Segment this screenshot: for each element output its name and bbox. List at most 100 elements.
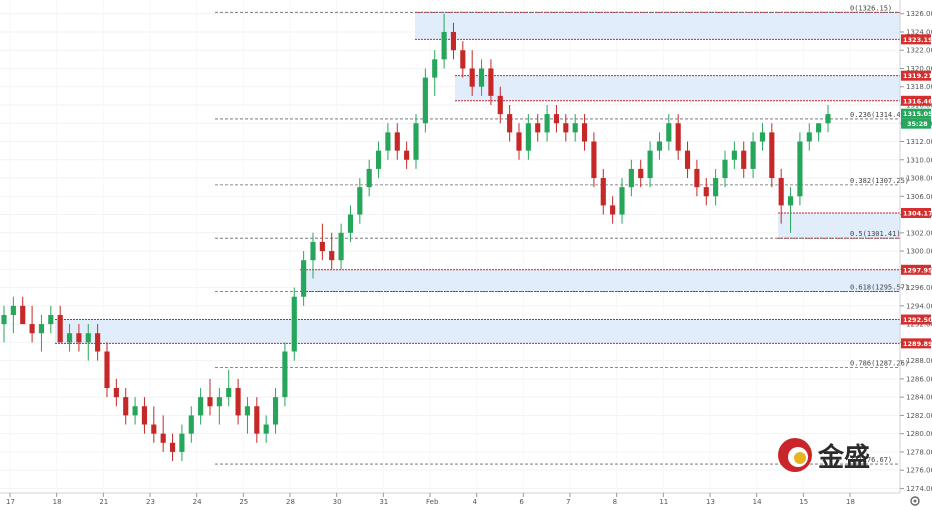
candle-body — [544, 114, 550, 133]
candle-body — [787, 196, 794, 206]
candle-body — [638, 168, 644, 179]
time-axis[interactable]: 17 18 21 23 24 25 28 30 31 Feb 4 6 7 8 11 13 14 15 18 — [6, 493, 855, 506]
candle-body — [263, 424, 269, 434]
candle-body — [488, 68, 494, 96]
y-tick-label: 1324.00 — [906, 28, 932, 36]
candle-body — [29, 324, 35, 334]
x-tick-label: 31 — [379, 498, 388, 506]
candle-body — [750, 141, 756, 169]
fib-label: 0.382(1307.25) — [850, 177, 909, 185]
current-price-tag — [901, 108, 931, 119]
candle-body — [57, 314, 63, 343]
candle-body — [338, 232, 344, 261]
price-tag-label: 1289.89 — [903, 340, 932, 348]
y-tick-label: 1278.00 — [906, 448, 932, 456]
candle-body — [244, 406, 251, 416]
candle-body — [460, 50, 466, 69]
candle-body — [591, 141, 597, 179]
price-tag — [901, 264, 931, 275]
x-tick-label: 23 — [146, 498, 155, 506]
price-tag-label: 1323.19 — [903, 36, 932, 44]
candle-body — [132, 406, 138, 416]
candle-body — [347, 214, 354, 233]
candle-body — [95, 333, 101, 352]
candle-body — [553, 114, 560, 124]
fib-label: 0.5(1301.41) — [850, 230, 901, 238]
fib-label: 0(1326.15) — [850, 4, 892, 12]
candle-body — [563, 123, 569, 133]
price-tags: 1323.19 1319.21 1316.46 1304.17 1297.95 1292.… — [901, 34, 932, 349]
candle-body — [778, 178, 784, 206]
candle-body — [713, 178, 719, 197]
price-tag — [901, 314, 931, 325]
candle-body — [656, 141, 663, 151]
x-tick-label: Feb — [426, 498, 439, 506]
candle-body — [385, 132, 391, 151]
candle-body — [432, 59, 438, 78]
zone-box — [415, 12, 900, 40]
candle-body — [722, 159, 728, 179]
x-tick-label: 28 — [286, 498, 295, 506]
candle-body — [666, 123, 672, 142]
candle-body — [366, 168, 372, 188]
x-tick-label: 7 — [566, 498, 570, 506]
y-tick-label: 1322.00 — [906, 47, 932, 55]
x-tick-label: 14 — [753, 498, 762, 506]
candle-body — [375, 150, 382, 169]
y-tick-label: 1320.00 — [906, 65, 932, 73]
candle-body — [703, 187, 709, 197]
gear-icon[interactable] — [910, 496, 920, 506]
candle-body — [572, 123, 578, 133]
y-tick-label: 1326.00 — [906, 10, 932, 18]
candle-body — [507, 114, 513, 133]
candle-body — [179, 433, 185, 452]
candle-body — [38, 324, 45, 334]
y-tick-label: 1292.00 — [906, 321, 932, 329]
candle-body — [441, 31, 447, 60]
candle-body — [254, 406, 260, 434]
candle-body — [516, 132, 522, 151]
x-tick-label: 8 — [613, 498, 617, 506]
candle-body — [310, 241, 316, 261]
candle-body — [123, 397, 129, 416]
candle-body — [413, 123, 419, 160]
candle-body — [329, 251, 335, 261]
fib-label: 0.236(1314.47) — [850, 111, 909, 119]
candle-body — [76, 333, 82, 343]
x-tick-label: 30 — [333, 498, 342, 506]
candle-body — [160, 433, 166, 443]
candle-body — [825, 114, 831, 124]
zone-box — [300, 269, 900, 292]
candle-body — [104, 351, 110, 389]
candle-body — [301, 260, 307, 297]
price-tag-label: 1304.17 — [903, 209, 932, 217]
x-tick-label: 13 — [706, 498, 715, 506]
countdown-label: 35:28 — [907, 120, 928, 128]
candle-body — [694, 168, 700, 188]
price-tag-label: 1292.50 — [903, 316, 932, 324]
candle-body — [207, 397, 213, 407]
candle-body — [450, 31, 457, 51]
price-tag-label: 1316.46 — [903, 97, 932, 105]
x-tick-label: 4 — [473, 498, 478, 506]
candle-body — [535, 123, 541, 133]
candle-body — [272, 397, 279, 425]
current-price-label: 1315.05 — [903, 110, 932, 118]
candle-body — [797, 141, 803, 197]
candle-body — [422, 77, 428, 124]
candle-body — [113, 388, 119, 398]
y-tick-label: 1318.00 — [906, 83, 932, 91]
x-tick-label: 25 — [239, 498, 248, 506]
countdown-tag — [901, 118, 931, 129]
y-tick-label: 1282.00 — [906, 412, 932, 420]
candle-body — [188, 415, 194, 434]
y-tick-label: 1288.00 — [906, 357, 932, 365]
candle-body — [235, 388, 241, 416]
x-tick-label: 15 — [799, 498, 808, 506]
y-tick-label: 1286.00 — [906, 375, 932, 383]
fib-label: 1(1276.67) — [850, 456, 892, 464]
candle-body — [600, 178, 606, 206]
candle-body — [66, 333, 73, 343]
y-tick-label: 1310.00 — [906, 156, 932, 164]
